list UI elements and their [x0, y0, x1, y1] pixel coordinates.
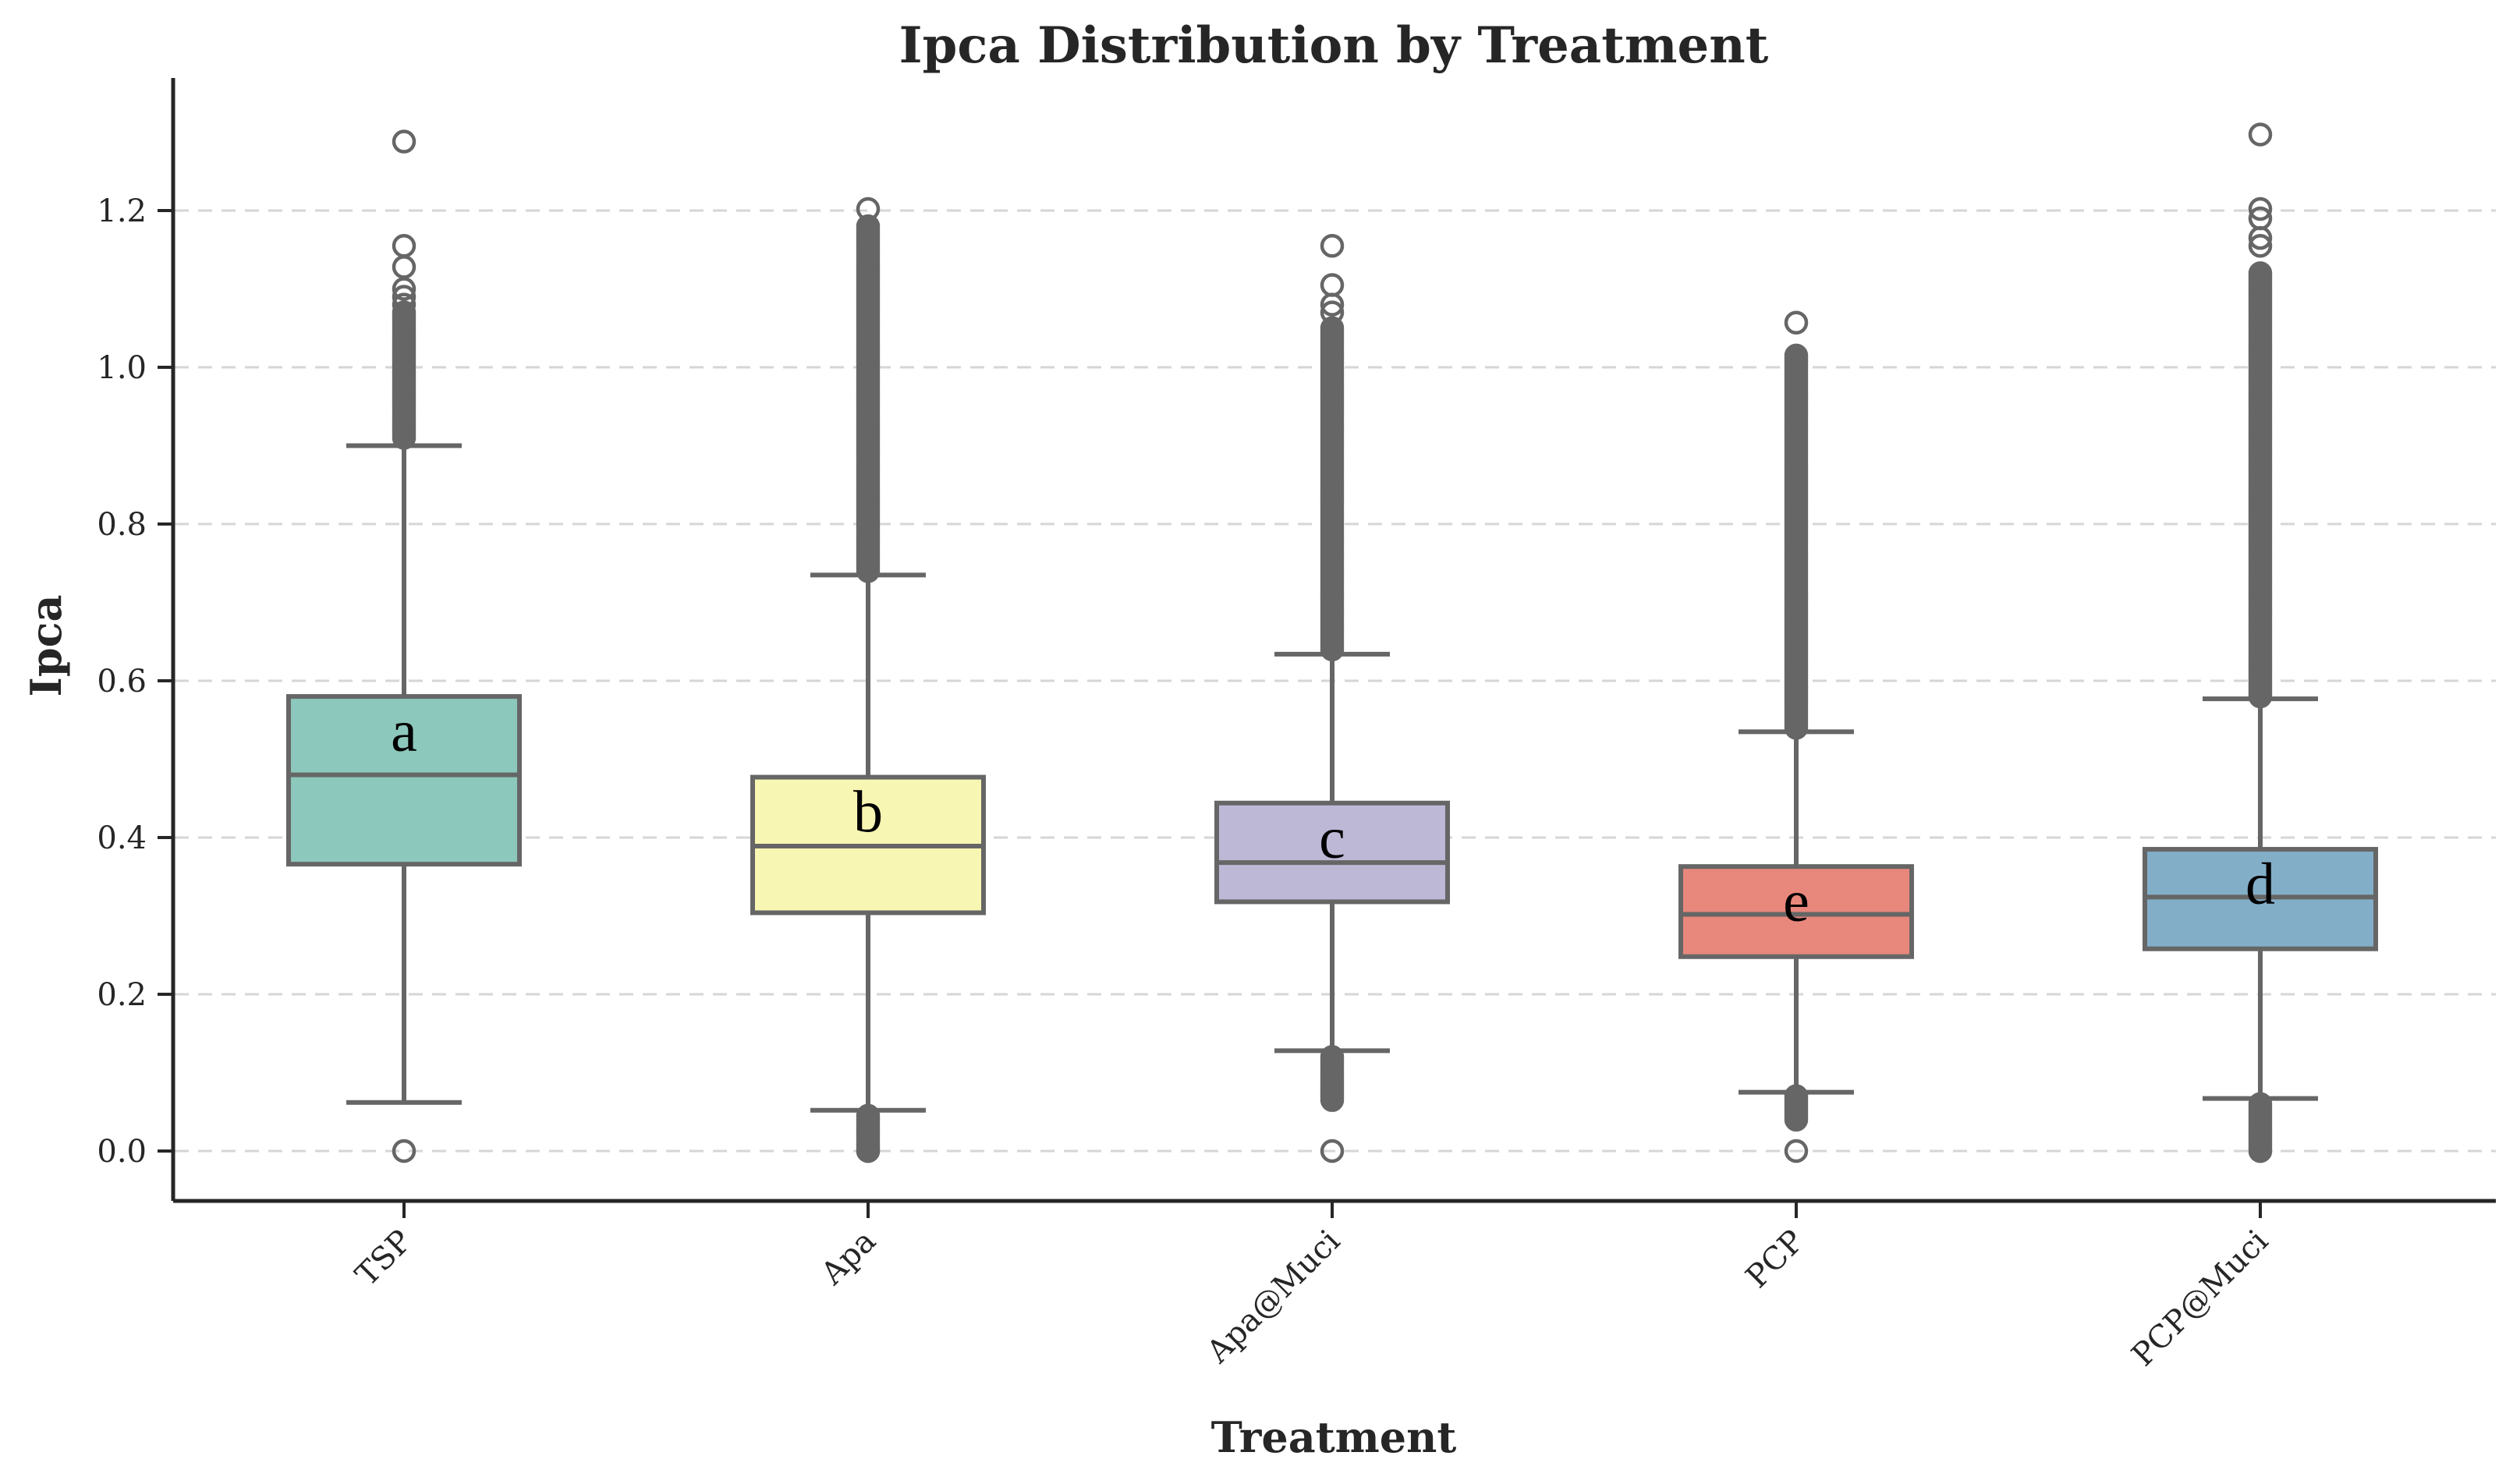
- box-group-apa: b: [750, 197, 986, 1163]
- outlier-point: [856, 1139, 881, 1163]
- outlier-point: [1320, 300, 1345, 324]
- significance-letter: e: [1783, 869, 1809, 934]
- outlier-point: [1784, 1139, 1809, 1163]
- outlier-point: [856, 214, 881, 239]
- box-iqr: [1214, 800, 1450, 905]
- outlier-point: [1320, 292, 1345, 317]
- y-axis-label: Ipca: [21, 595, 71, 697]
- y-tick-label: 0.4: [97, 820, 147, 856]
- outlier-point: [2248, 197, 2273, 221]
- box-iqr: [286, 694, 522, 867]
- outlier-point: [1784, 1084, 1809, 1108]
- outlier-point: [1320, 233, 1345, 258]
- outlier-point: [1320, 273, 1345, 297]
- box-group-pcp: e: [1678, 310, 1914, 1163]
- outlier-point: [1784, 310, 1809, 335]
- significance-letter: a: [391, 699, 417, 764]
- outlier-point: [2248, 1092, 2273, 1116]
- box-group-tsp: a: [286, 129, 522, 1163]
- chart-title: Ipca Distribution by Treatment: [899, 16, 1769, 75]
- outlier-point: [2248, 261, 2273, 285]
- y-tick-label: 0.8: [97, 507, 147, 543]
- y-tick-label: 1.0: [97, 350, 147, 386]
- y-tick-label: 0.2: [97, 977, 147, 1013]
- outlier-point: [856, 1103, 881, 1128]
- x-tick-label: PCP@Muci: [2125, 1224, 2275, 1374]
- x-tick-label: TSP: [349, 1224, 419, 1294]
- outlier-point: [2248, 233, 2273, 258]
- significance-letter: d: [2245, 852, 2275, 917]
- outlier-point: [2248, 225, 2273, 250]
- outlier-point: [1320, 1045, 1345, 1069]
- outlier-point: [392, 1139, 416, 1163]
- y-tick-label: 0.0: [97, 1134, 147, 1170]
- outlier-point: [1784, 343, 1809, 368]
- outlier-point: [392, 277, 416, 301]
- outlier-point: [392, 129, 416, 154]
- outlier-point: [392, 285, 416, 309]
- significance-letter: c: [1319, 806, 1345, 871]
- box-layer: a b c e d: [286, 122, 2378, 1163]
- y-tick-label: 1.2: [97, 193, 147, 229]
- x-axis-label: Treatment: [1211, 1412, 1457, 1462]
- x-tick-label: PCP: [1739, 1224, 1811, 1295]
- outlier-point: [856, 197, 881, 221]
- x-tick-label: Apa: [813, 1224, 883, 1293]
- y-tick-label: 0.6: [97, 664, 147, 699]
- axis-layer: [171, 78, 2496, 1203]
- outlier-point: [1320, 1139, 1345, 1163]
- outlier-point: [2248, 122, 2273, 147]
- outlier-point: [2248, 1139, 2273, 1163]
- x-tick-label: Apa@Muci: [1200, 1224, 1347, 1371]
- box-group-pcp-muci: d: [2143, 122, 2378, 1163]
- box-group-apa-muci: c: [1214, 233, 1450, 1163]
- outlier-point: [392, 233, 416, 258]
- outlier-point: [392, 255, 416, 279]
- outlier-point: [392, 300, 416, 324]
- box-iqr: [1678, 864, 1914, 959]
- outlier-point: [1320, 316, 1345, 340]
- outlier-point: [392, 292, 416, 317]
- significance-letter: b: [853, 780, 883, 845]
